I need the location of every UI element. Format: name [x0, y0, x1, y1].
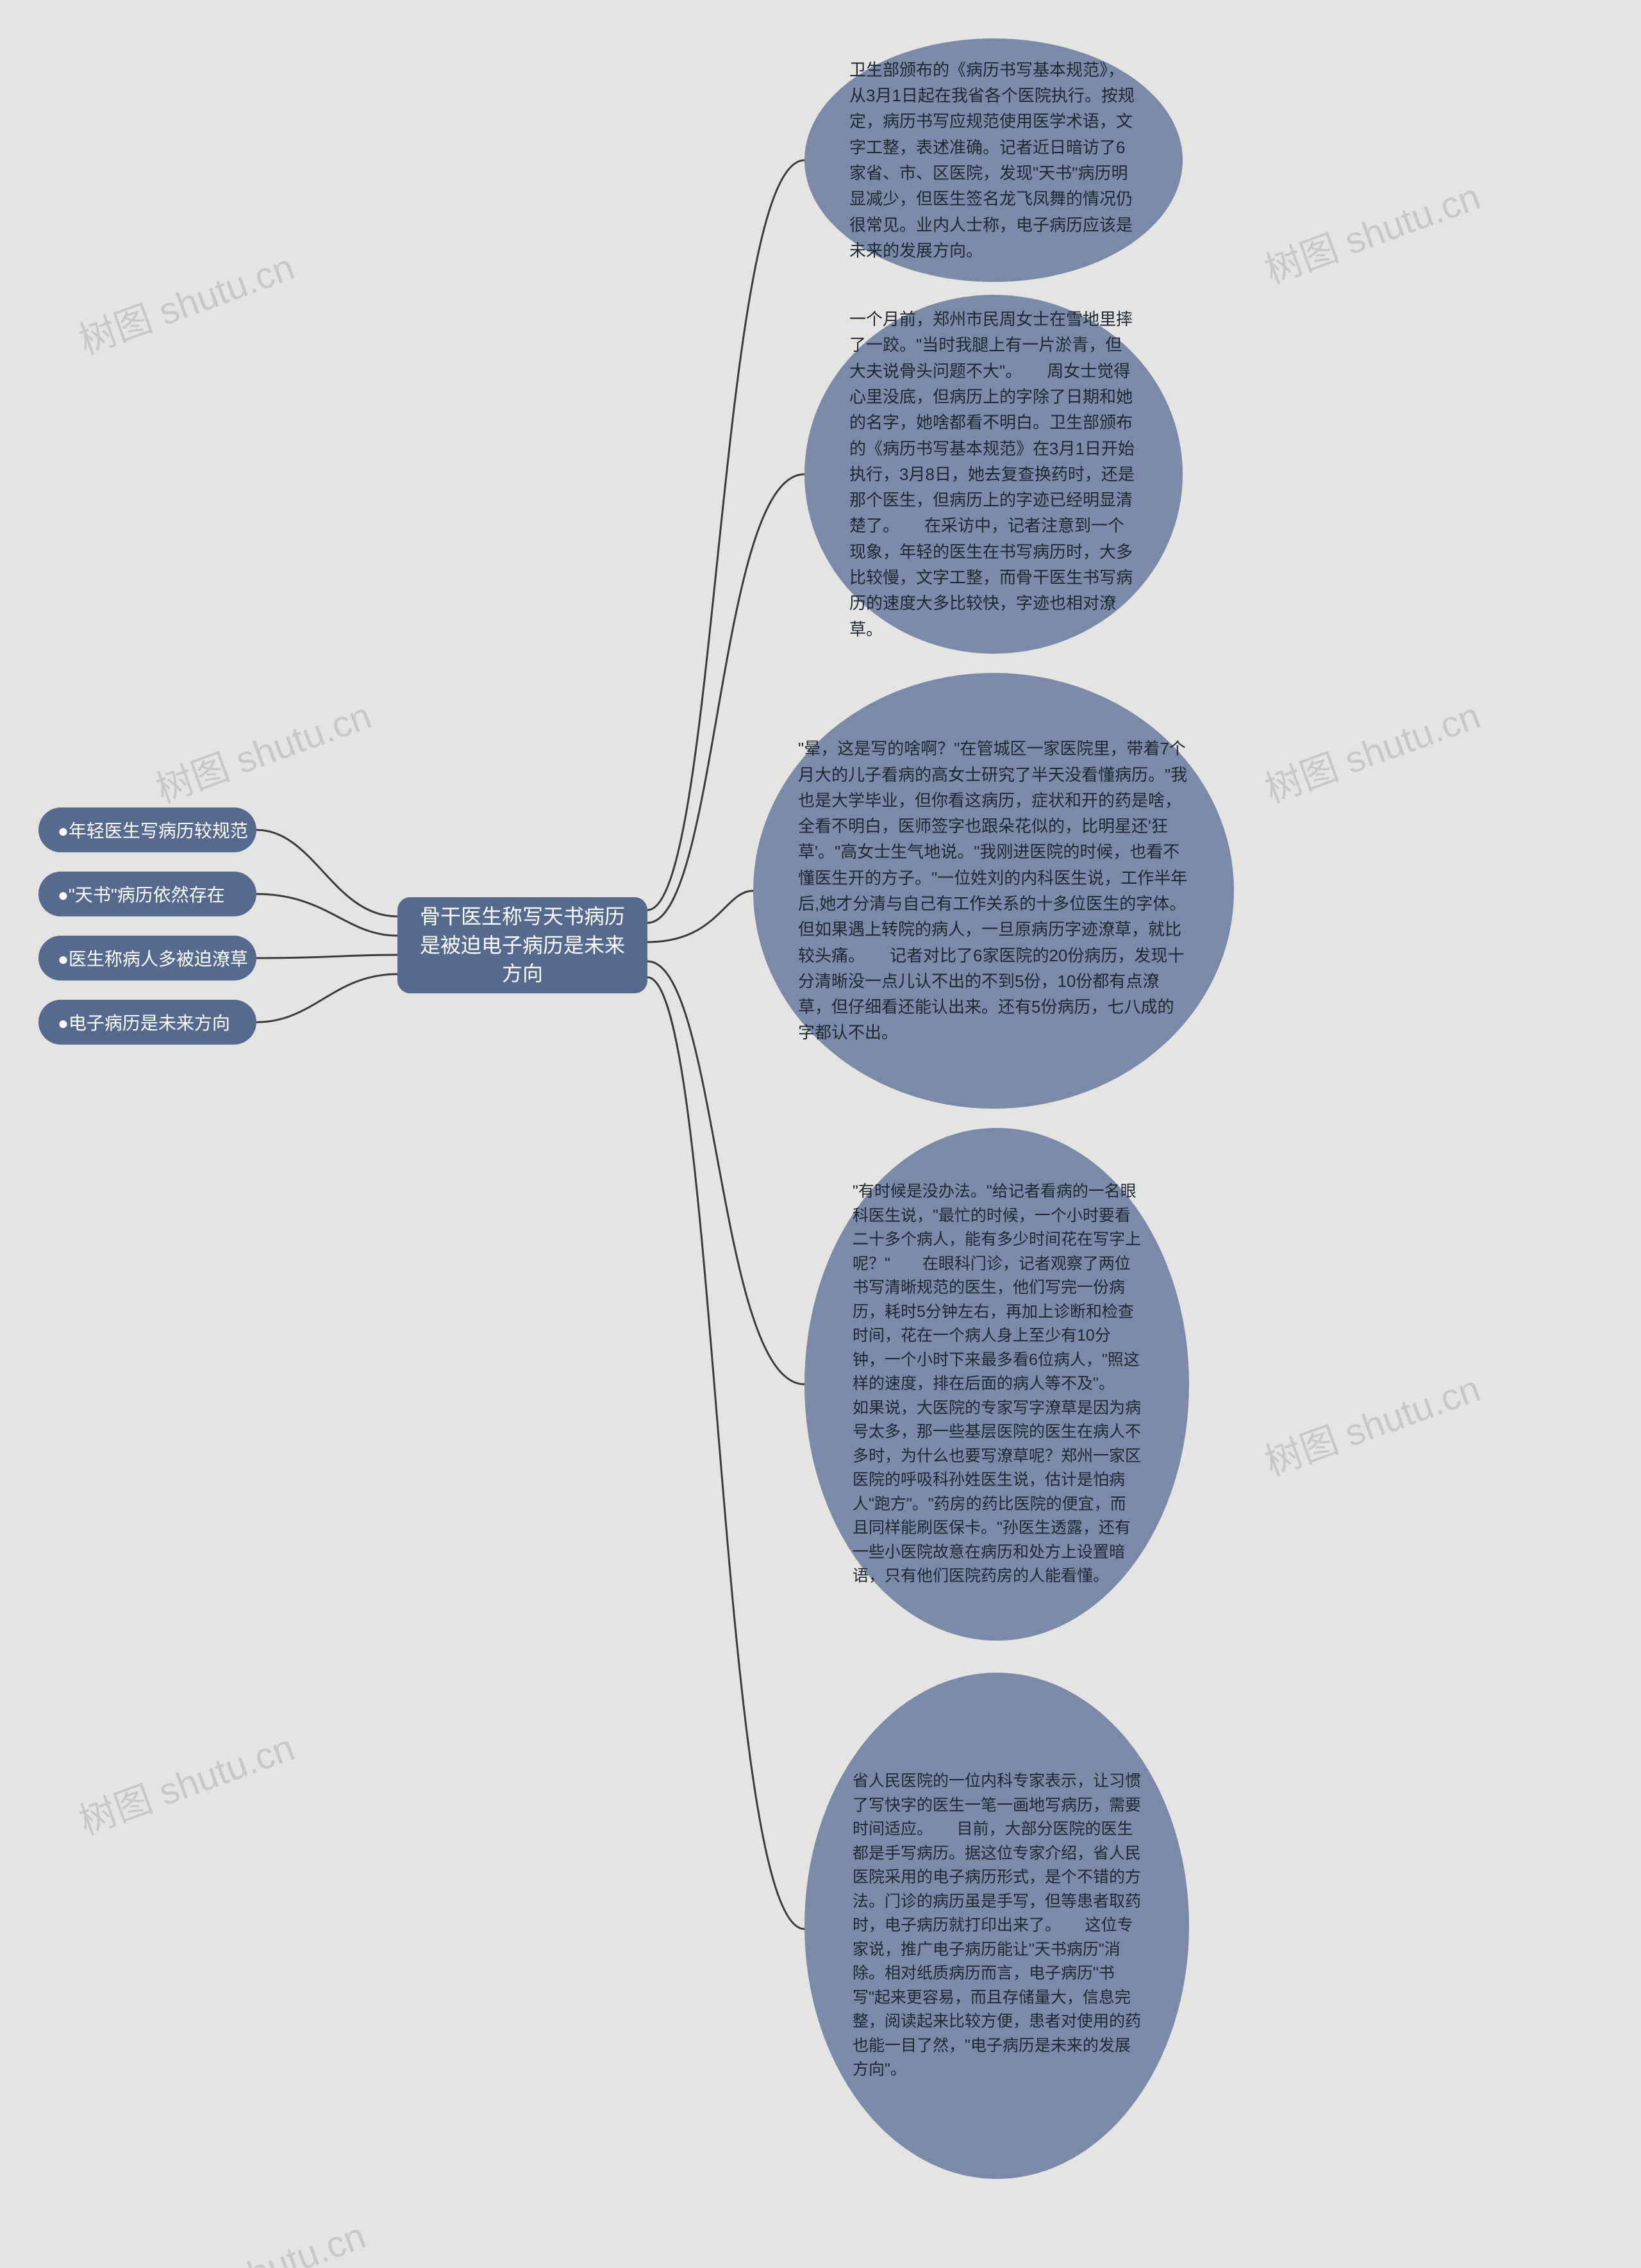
left-item-label: ●年轻医生写病历较规范 [58, 817, 248, 843]
left-item-2[interactable]: ●医生称病人多被迫潦草 [38, 936, 256, 981]
center-topic-label: 骨干医生称写天书病历是被迫电子病历是未来方向 [417, 902, 628, 988]
right-item-2[interactable]: "晕，这是写的啥啊？"在管城区一家医院里，带着7个月大的儿子看病的高女士研究了半… [753, 673, 1234, 1109]
watermark: 树图 shutu.cn [147, 686, 378, 813]
watermark: 树图 shutu.cn [71, 237, 301, 365]
watermark: 树图 shutu.cn [1256, 167, 1487, 294]
watermark: 树图 shutu.cn [71, 1718, 301, 1845]
left-item-label: ●电子病历是未来方向 [58, 1009, 230, 1035]
center-topic[interactable]: 骨干医生称写天书病历是被迫电子病历是未来方向 [397, 897, 647, 993]
right-item-4[interactable]: 省人民医院的一位内科专家表示，让习惯了写快字的医生一笔一画地写病历，需要时间适应… [804, 1673, 1189, 2179]
right-item-text: 省人民医院的一位内科专家表示，让习惯了写快字的医生一笔一画地写病历，需要时间适应… [853, 1769, 1141, 2082]
right-item-0[interactable]: 卫生部颁布的《病历书写基本规范》，从3月1日起在我省各个医院执行。按规定，病历书… [804, 38, 1183, 282]
left-item-label: ●"天书"病历依然存在 [58, 881, 225, 907]
right-item-text: 一个月前，郑州市民周女士在雪地里摔了一跤。"当时我腿上有一片淤青，但大夫说骨头问… [849, 306, 1138, 642]
left-item-0[interactable]: ●年轻医生写病历较规范 [38, 807, 256, 852]
watermark: shutu.cn [224, 2214, 371, 2268]
right-item-text: "晕，这是写的啥啊？"在管城区一家医院里，带着7个月大的儿子看病的高女士研究了半… [798, 736, 1189, 1046]
left-item-1[interactable]: ●"天书"病历依然存在 [38, 872, 256, 916]
watermark: 树图 shutu.cn [1256, 686, 1487, 813]
right-item-3[interactable]: "有时候是没办法。"给记者看病的一名眼科医生说，"最忙的时候，一个小时要看二十多… [804, 1128, 1189, 1641]
right-item-1[interactable]: 一个月前，郑州市民周女士在雪地里摔了一跤。"当时我腿上有一片淤青，但大夫说骨头问… [804, 295, 1183, 654]
right-item-text: "有时候是没办法。"给记者看病的一名眼科医生说，"最忙的时候，一个小时要看二十多… [853, 1180, 1141, 1589]
left-item-label: ●医生称病人多被迫潦草 [58, 945, 248, 971]
right-item-text: 卫生部颁布的《病历书写基本规范》，从3月1日起在我省各个医院执行。按规定，病历书… [849, 57, 1138, 263]
watermark: 树图 shutu.cn [1256, 1359, 1487, 1486]
left-item-3[interactable]: ●电子病历是未来方向 [38, 1000, 256, 1045]
